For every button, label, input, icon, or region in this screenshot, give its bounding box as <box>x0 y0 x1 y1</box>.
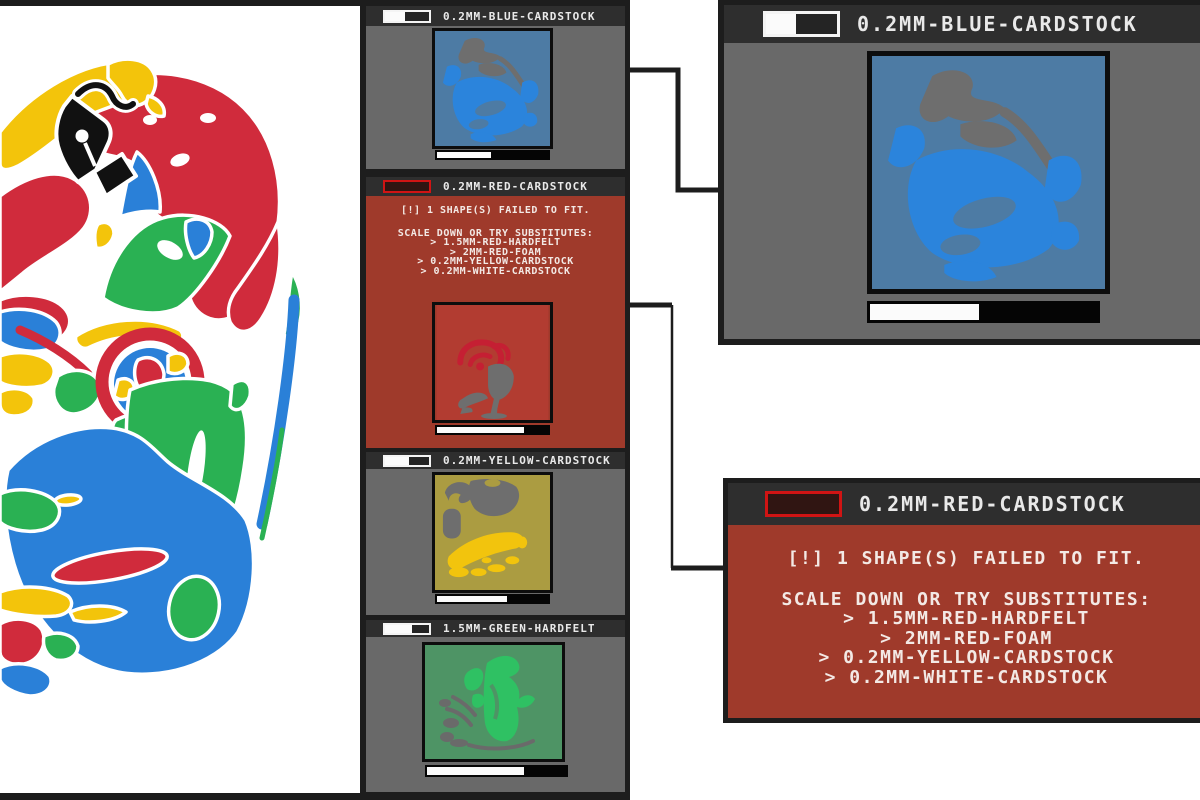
substitute-option[interactable]: > 0.2MM-WHITE-CARDSTOCK <box>420 265 571 277</box>
sheet-preview-yellow <box>432 472 553 593</box>
substitute-option[interactable]: > 0.2MM-YELLOW-CARDSTOCK <box>417 256 574 268</box>
capacity-meter <box>763 11 840 37</box>
sheet-preview-green <box>422 642 565 762</box>
sheet-progress-bar <box>435 594 550 604</box>
sheet-progress-bar <box>867 301 1100 323</box>
capacity-meter-alert <box>383 180 431 193</box>
fit-error-message: [!] 1 SHAPE(S) FAILED TO FIT. SCALE DOWN… <box>728 549 1200 687</box>
substitute-option[interactable]: > 0.2MM-WHITE-CARDSTOCK <box>824 666 1109 688</box>
substitute-option[interactable]: > 2MM-RED-FOAM <box>880 627 1053 649</box>
substitute-option[interactable]: > 2MM-RED-FOAM <box>449 246 542 258</box>
fit-error-message: [!] 1 SHAPE(S) FAILED TO FIT. SCALE DOWN… <box>366 206 625 277</box>
error-advice: SCALE DOWN OR TRY SUBSTITUTES: <box>781 588 1152 610</box>
material-list: 0.2MM-BLUE-CARDSTOCK 0.2MM-RED-CARDSTOCK… <box>360 0 630 800</box>
error-headline: [!] 1 SHAPE(S) FAILED TO FIT. <box>787 548 1146 569</box>
error-advice: SCALE DOWN OR TRY SUBSTITUTES: <box>397 227 594 239</box>
sheet-preview-blue-zoom <box>867 51 1110 294</box>
material-panel-green-header[interactable]: 1.5MM-GREEN-HARDFELT <box>366 620 625 637</box>
material-panel-yellow-body[interactable] <box>366 469 625 615</box>
zoom-panel-blue-header: 0.2MM-BLUE-CARDSTOCK <box>724 5 1200 43</box>
zoom-panel-red-body: [!] 1 SHAPE(S) FAILED TO FIT. SCALE DOWN… <box>728 525 1200 718</box>
panel-title: 0.2MM-RED-CARDSTOCK <box>443 180 588 193</box>
zoom-panel-red-header: 0.2MM-RED-CARDSTOCK <box>728 483 1200 525</box>
material-panel-blue-header[interactable]: 0.2MM-BLUE-CARDSTOCK <box>366 6 625 26</box>
capacity-meter-alert <box>765 491 842 517</box>
sheet-preview-blue <box>432 28 553 149</box>
panel-title: 0.2MM-YELLOW-CARDSTOCK <box>443 454 611 467</box>
material-panel-red-header[interactable]: 0.2MM-RED-CARDSTOCK <box>366 177 625 196</box>
sheet-progress-bar <box>435 150 550 160</box>
sheet-progress-bar <box>425 765 568 777</box>
capacity-meter <box>383 454 431 467</box>
panel-title: 0.2MM-BLUE-CARDSTOCK <box>857 12 1138 36</box>
material-panel-red-body[interactable]: [!] 1 SHAPE(S) FAILED TO FIT. SCALE DOWN… <box>366 196 625 448</box>
material-panel-yellow-header[interactable]: 0.2MM-YELLOW-CARDSTOCK <box>366 452 625 469</box>
capacity-meter <box>383 9 431 23</box>
zoom-panel-blue: 0.2MM-BLUE-CARDSTOCK <box>718 0 1200 345</box>
material-panel-green-body[interactable] <box>366 637 625 792</box>
panel-title: 1.5MM-GREEN-HARDFELT <box>443 622 596 635</box>
error-headline: [!] 1 SHAPE(S) FAILED TO FIT. <box>400 205 591 216</box>
pen-nib-icon <box>54 79 139 198</box>
top-frame-rail <box>0 0 366 6</box>
sheet-preview-red <box>432 302 553 423</box>
bottom-frame-rail <box>0 793 366 800</box>
panel-title: 0.2MM-RED-CARDSTOCK <box>859 492 1126 516</box>
zoom-panel-red: 0.2MM-RED-CARDSTOCK [!] 1 SHAPE(S) FAILE… <box>723 478 1200 723</box>
sheet-progress-bar <box>435 425 550 435</box>
substitute-option[interactable]: > 1.5MM-RED-HARDFELT <box>843 608 1090 629</box>
artwork-canvas <box>0 57 304 698</box>
capacity-meter <box>383 622 431 635</box>
material-panel-blue-body[interactable] <box>366 26 625 169</box>
zoom-panel-blue-body <box>724 43 1200 339</box>
substitute-option[interactable]: > 1.5MM-RED-HARDFELT <box>430 237 561 249</box>
connector-blue <box>628 67 718 193</box>
panel-title: 0.2MM-BLUE-CARDSTOCK <box>443 9 596 23</box>
substitute-option[interactable]: > 0.2MM-YELLOW-CARDSTOCK <box>818 647 1115 668</box>
